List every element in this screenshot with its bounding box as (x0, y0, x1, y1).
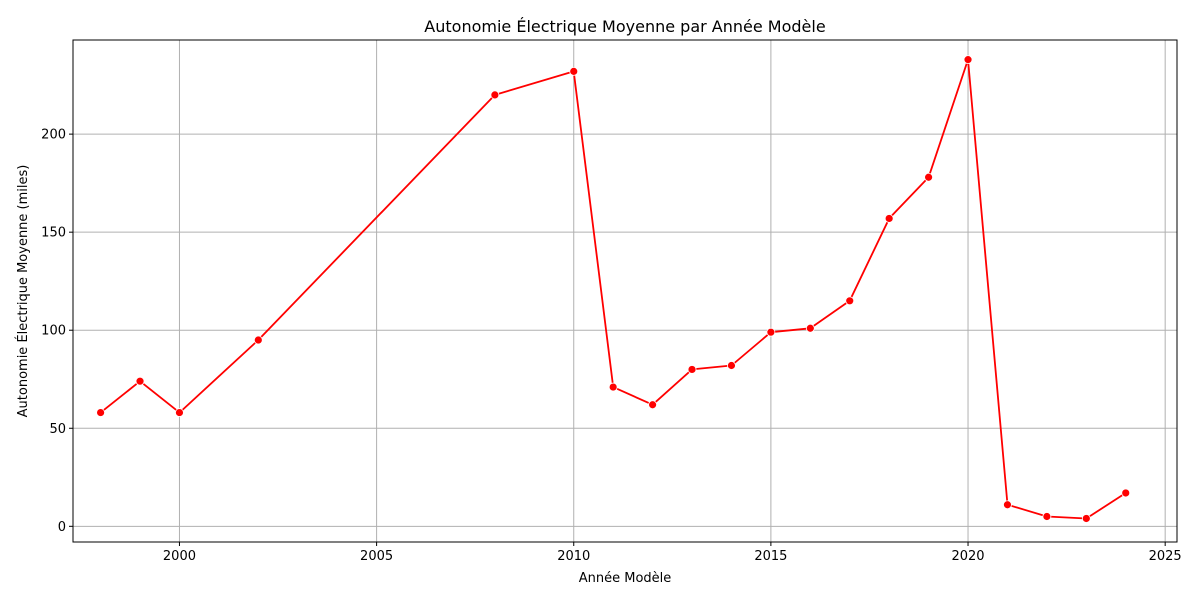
data-point (1121, 488, 1131, 498)
data-point (1042, 512, 1052, 521)
data-point (1081, 514, 1091, 523)
y-tick-label: 200 (41, 128, 66, 143)
plot-area-frame (72, 39, 1178, 543)
x-axis-label: Année Modèle (579, 571, 672, 586)
data-point (963, 55, 973, 65)
x-tick-label: 2015 (754, 549, 787, 564)
data-point (884, 214, 894, 223)
data-point (569, 66, 579, 76)
x-tick-label: 2020 (951, 549, 984, 564)
x-axis-ticks: 2000 2005 2010 2015 2020 2025 (163, 542, 1182, 564)
chart-title: Autonomie Électrique Moyenne par Année M… (424, 17, 825, 36)
y-tick-label: 0 (58, 520, 66, 535)
data-point (96, 408, 105, 417)
grid (73, 40, 1177, 542)
data-point (175, 408, 184, 417)
data-point (766, 327, 776, 337)
data-point (727, 361, 736, 370)
data-point (608, 382, 618, 392)
data-point (845, 296, 855, 306)
y-tick-label: 150 (41, 226, 66, 241)
x-tick-label: 2010 (557, 549, 590, 564)
data-point (135, 376, 145, 386)
data-point (648, 400, 657, 410)
y-axis-ticks: 0 50 100 150 200 (41, 128, 73, 535)
y-tick-label: 100 (41, 324, 66, 339)
series-line (100, 58, 1127, 520)
data-point (1003, 500, 1012, 510)
x-tick-label: 2000 (163, 549, 196, 564)
data-point (687, 365, 697, 374)
series-layer (96, 55, 1131, 523)
data-point (924, 172, 933, 182)
data-point (253, 335, 263, 345)
data-point (490, 90, 500, 100)
x-tick-label: 2025 (1149, 549, 1182, 564)
x-tick-label: 2005 (360, 549, 393, 564)
y-tick-label: 50 (49, 422, 66, 437)
data-point (805, 323, 815, 333)
y-axis-label: Autonomie Électrique Moyenne (miles) (15, 165, 31, 418)
